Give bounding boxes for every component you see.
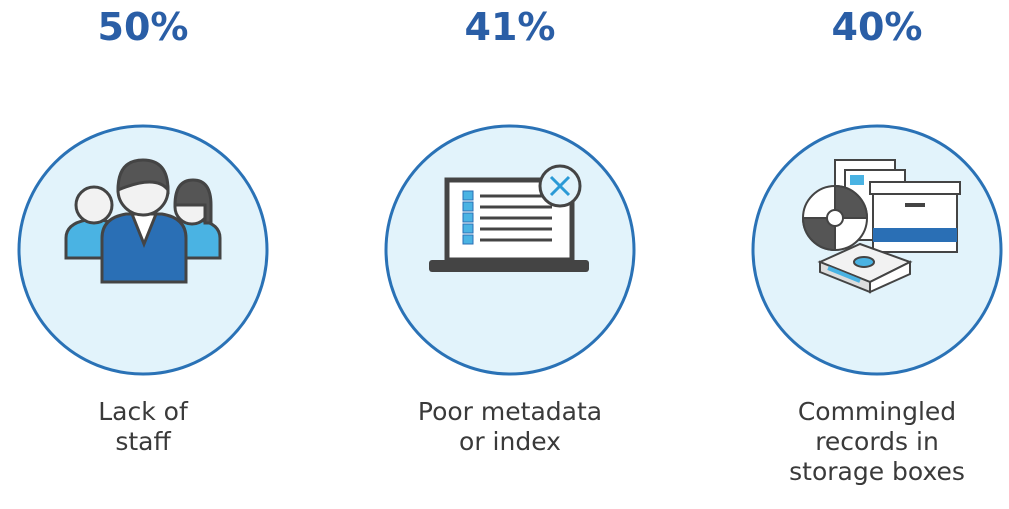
stat-label: Lack of	[98, 397, 189, 426]
stat-value: 40%	[832, 5, 923, 49]
stat-label: or index	[459, 427, 561, 456]
stat-value: 50%	[98, 5, 189, 49]
stat-label: storage boxes	[789, 457, 965, 486]
stat-label: records in	[815, 427, 939, 456]
stat-label: Commingled	[798, 397, 956, 426]
infographic: 50% Lack ofstaff 41% Poor metadataor index 4…	[0, 0, 1009, 509]
stat-label: staff	[115, 427, 171, 456]
stat-value: 41%	[465, 5, 556, 49]
stat-label: Poor metadata	[418, 397, 602, 426]
laptop-icon	[429, 166, 589, 272]
